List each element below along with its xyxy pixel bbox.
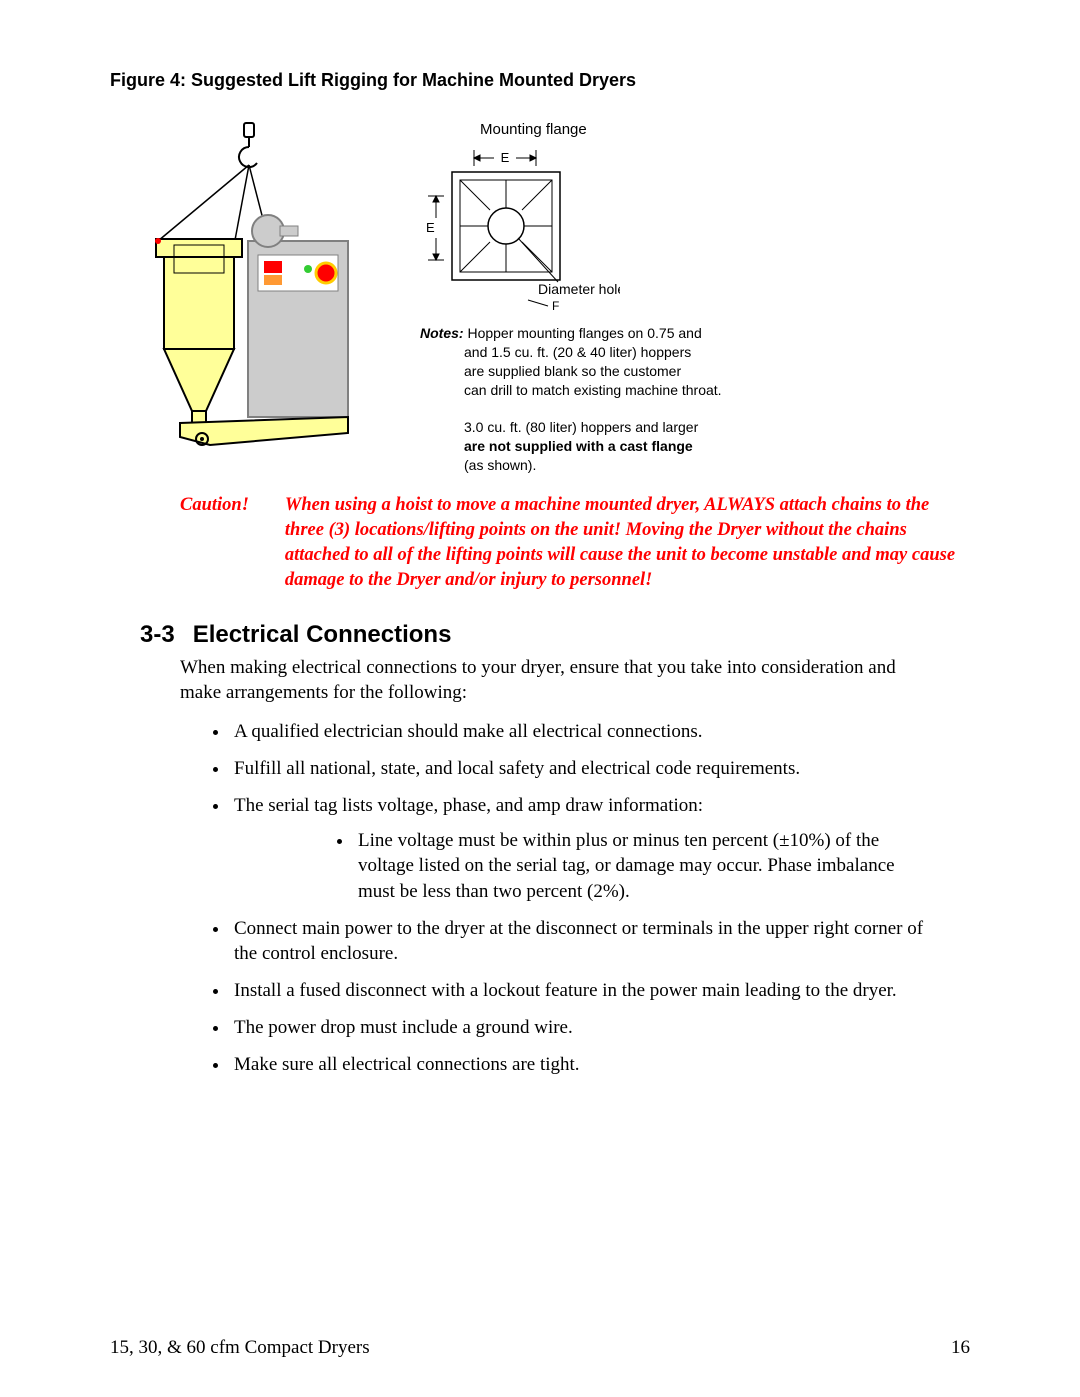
notes-line1b: and 1.5 cu. ft. (20 & 40 liter) hoppers [420,343,722,362]
flange-notes: Notes: Hopper mounting flanges on 0.75 a… [420,324,722,475]
diameter-hole-label: Diameter hole: [538,281,620,297]
figure-row: Mounting flange E E [110,121,970,475]
notes-head: Notes: [420,325,464,341]
footer-left: 15, 30, & 60 cfm Compact Dryers [110,1337,370,1359]
bullet-item: The serial tag lists voltage, phase, and… [230,793,950,903]
bullet-list: A qualified electrician should make all … [230,719,950,1077]
notes-line1d: can drill to match existing machine thro… [420,381,722,400]
section-number: 3-3 [140,621,175,648]
flange-label: Mounting flange [480,121,722,138]
notes-line1a: Hopper mounting flanges on 0.75 and [464,325,702,341]
page-footer: 15, 30, & 60 cfm Compact Dryers 16 [110,1337,970,1359]
bullet-item: Connect main power to the dryer at the d… [230,916,950,966]
flange-diagram: E E [420,144,620,314]
section-heading: 3-3 Electrical Connections [140,621,970,649]
dim-E-top: E [501,150,510,165]
footer-page-number: 16 [951,1337,970,1359]
bullet-item: Make sure all electrical connections are… [230,1052,950,1077]
sub-bullet-item: Line voltage must be within plus or minu… [354,828,914,903]
notes-line2c: (as shown). [420,456,722,475]
notes-line1c: are supplied blank so the customer [420,362,722,381]
notes-line2a: 3.0 cu. ft. (80 liter) hoppers and large… [420,418,722,437]
bullet-item: Fulfill all national, state, and local s… [230,756,950,781]
figure-title: Figure 4: Suggested Lift Rigging for Mac… [110,70,970,91]
section-title: Electrical Connections [193,621,452,648]
bullet-item: A qualified electrician should make all … [230,719,950,744]
dim-E-left: E [426,220,435,235]
caution-label: Caution! [180,493,249,593]
caution-text: When using a hoist to move a machine mou… [285,493,960,593]
dryer-rigging-diagram [140,121,360,451]
flange-column: Mounting flange E E [420,121,722,475]
bullet-item: The power drop must include a ground wir… [230,1015,950,1040]
notes-line2b: are not supplied with a cast flange [420,437,722,456]
bullet-item: Install a fused disconnect with a lockou… [230,978,950,1003]
dim-F: F [552,299,559,313]
bullet-text: The serial tag lists voltage, phase, and… [234,795,703,816]
sub-bullet-list: Line voltage must be within plus or minu… [354,828,914,903]
section-intro: When making electrical connections to yo… [180,655,940,705]
caution-block: Caution! When using a hoist to move a ma… [180,493,960,593]
